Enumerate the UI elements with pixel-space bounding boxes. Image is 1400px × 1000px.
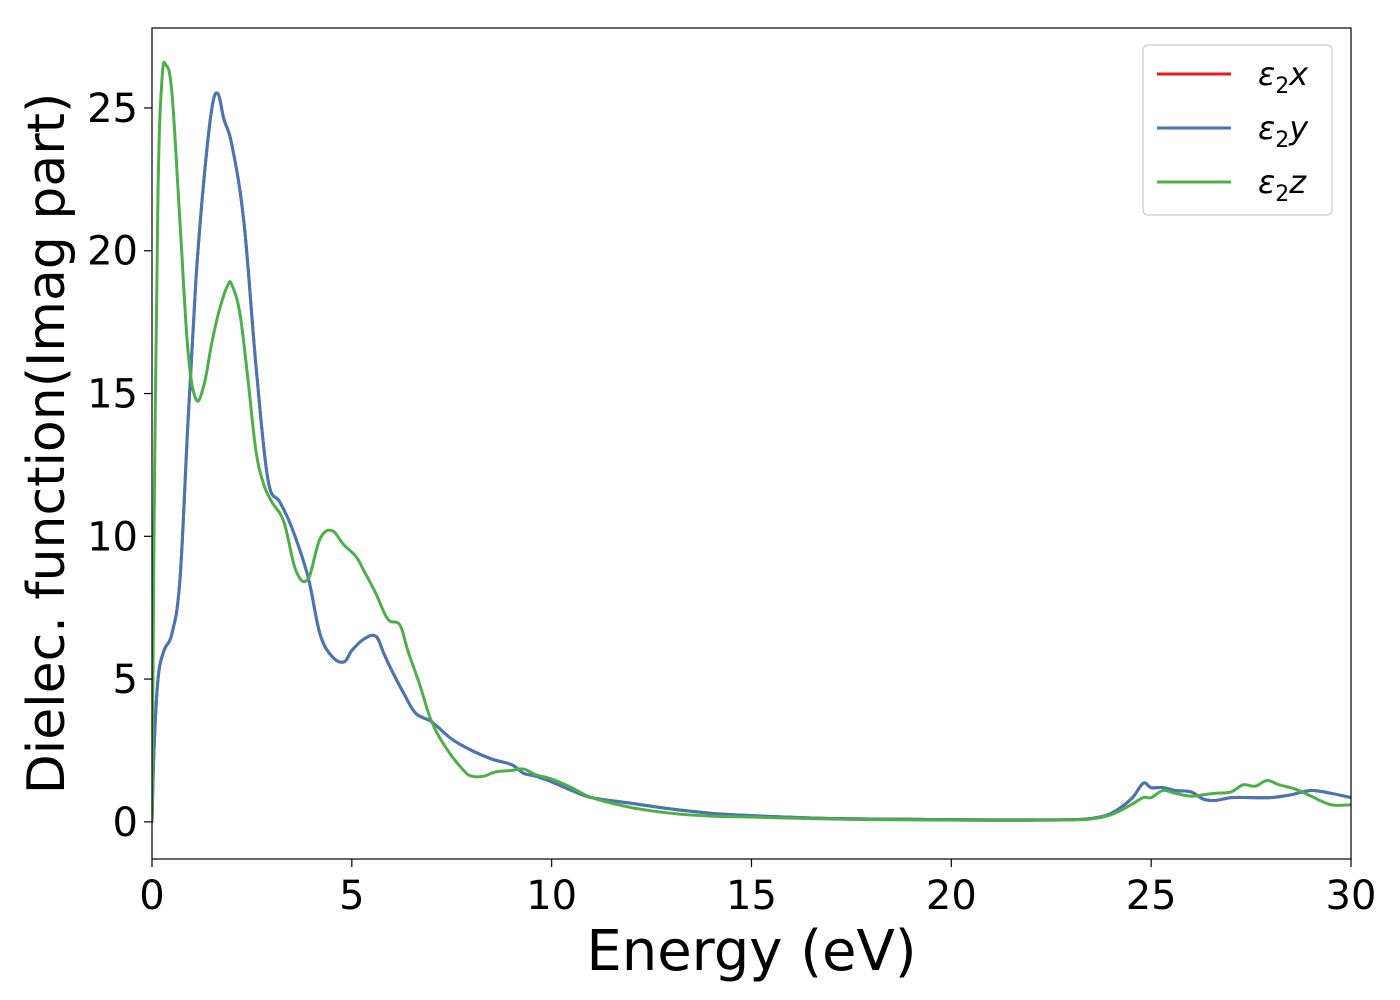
y-tick-label: 10: [87, 514, 138, 560]
legend-label-x: ε2x: [1258, 55, 1309, 99]
x-tick-label: 5: [339, 873, 364, 919]
legend-frame: [1142, 44, 1333, 216]
y-tick-label: 0: [113, 800, 138, 846]
y-axis: 0 5 10 15 20 25: [87, 86, 152, 846]
series-line-y: [152, 91, 1351, 824]
x-tick-label: 30: [1326, 873, 1377, 919]
x-tick-label: 25: [1126, 873, 1177, 919]
legend: ε2x ε2y ε2z: [1142, 44, 1333, 216]
x-tick-label: 20: [926, 873, 977, 919]
x-tick-label: 15: [726, 873, 777, 919]
x-axis: 0 5 10 15 20 25 30: [139, 859, 1376, 919]
series-line-z: [152, 60, 1351, 824]
x-tick-label: 10: [526, 873, 577, 919]
y-tick-label: 20: [87, 229, 138, 275]
x-axis-title: Energy (eV): [586, 919, 916, 984]
legend-label-y: ε2y: [1258, 109, 1309, 153]
legend-label-z: ε2z: [1258, 163, 1307, 207]
y-axis-title: Dielec. function(Imag part): [17, 93, 77, 795]
y-tick-label: 25: [87, 86, 138, 132]
x-tick-label: 0: [139, 873, 164, 919]
y-tick-label: 15: [87, 372, 138, 418]
y-tick-label: 5: [113, 657, 138, 703]
plot-lines: [152, 60, 1351, 824]
